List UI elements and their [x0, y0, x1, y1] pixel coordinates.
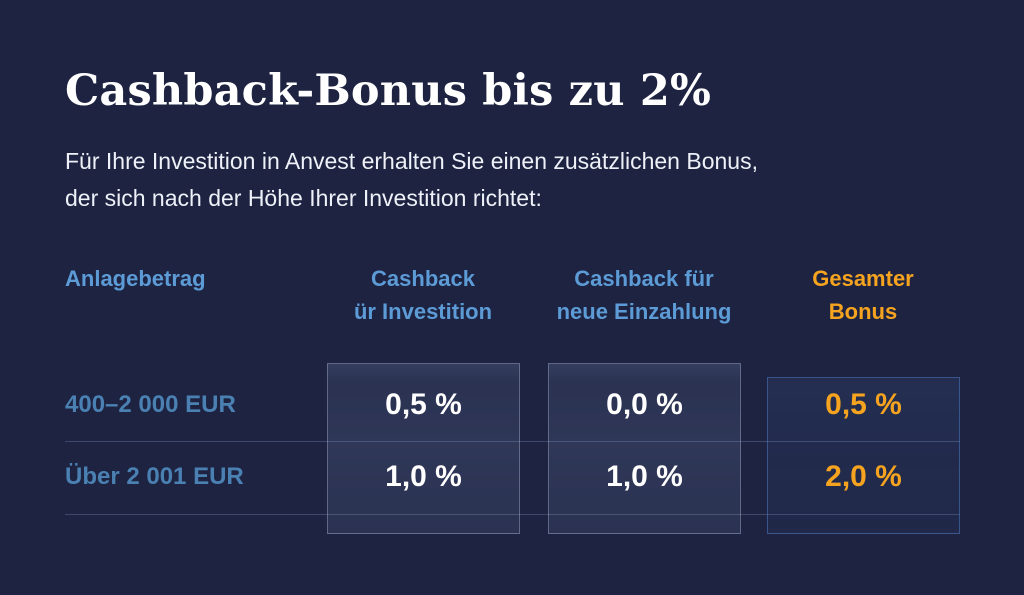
subtitle: Für Ihre Investition in Anvest erhalten …	[65, 143, 758, 217]
subtitle-line-1: Für Ihre Investition in Anvest erhalten …	[65, 148, 758, 174]
column-header-gesamter-bonus: Gesamter Bonus	[767, 262, 959, 328]
cell-gesamter-bonus-row1: 0,5 %	[825, 388, 902, 421]
column-header-gesamter-bonus-line1: Gesamter	[812, 266, 914, 291]
cell-cashback-investition-row2: 1,0 %	[385, 460, 462, 493]
column-header-gesamter-bonus-line2: Bonus	[828, 299, 898, 324]
row-label-400-2000-eur: 400–2 000 EUR	[65, 391, 236, 418]
row-divider-2	[65, 514, 960, 515]
column-header-cashback-investition-line1: Cashback	[371, 266, 475, 291]
highlight-panel-cashback-investition	[327, 363, 520, 534]
row-label-ueber-2001-eur: Über 2 001 EUR	[65, 463, 244, 490]
cell-gesamter-bonus-row2: 2,0 %	[825, 460, 902, 493]
column-header-cashback-einzahlung: Cashback für neue Einzahlung	[548, 262, 740, 328]
page-title: Cashback-Bonus bis zu 2%	[65, 66, 712, 116]
cell-cashback-einzahlung-row1: 0,0 %	[606, 388, 683, 421]
subtitle-line-2: der sich nach der Höhe Ihrer Investition…	[65, 185, 542, 211]
cell-cashback-einzahlung-row2: 1,0 %	[606, 460, 683, 493]
column-header-cashback-investition: Cashback ür Investition	[327, 262, 519, 328]
cell-cashback-investition-row1: 0,5 %	[385, 388, 462, 421]
column-header-cashback-investition-line2: ür Investition	[353, 299, 493, 324]
column-header-cashback-einzahlung-line2: neue Einzahlung	[556, 299, 732, 324]
row-divider-1	[65, 441, 960, 442]
highlight-panel-cashback-einzahlung	[548, 363, 741, 534]
column-header-cashback-einzahlung-line1: Cashback für	[574, 266, 714, 291]
column-header-anlagebetrag: Anlagebetrag	[65, 266, 206, 291]
highlight-panel-gesamter-bonus	[767, 377, 960, 534]
